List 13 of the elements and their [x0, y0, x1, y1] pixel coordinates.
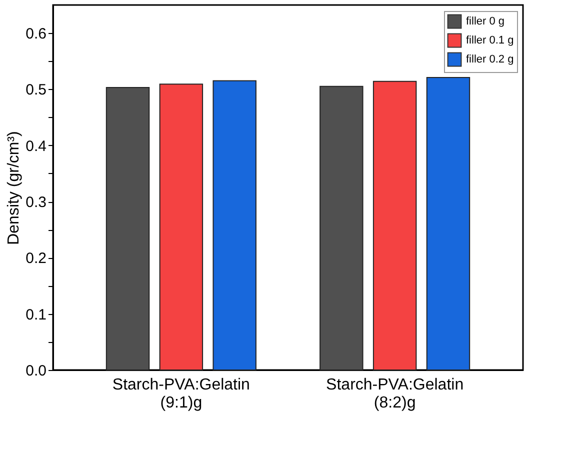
legend-label: filler 0.2 g: [466, 54, 514, 66]
y-tick-label: 0.6: [26, 26, 46, 43]
y-tick-label: 0.5: [26, 82, 46, 99]
y-tick-label: 0.4: [26, 138, 46, 155]
y-tick-label: 0.2: [26, 250, 46, 268]
legend-label: filler 0.1 g: [466, 34, 514, 46]
legend-label: filler 0 g: [466, 16, 505, 28]
y-axis-title: Density (gr/cm³): [6, 131, 23, 245]
y-tick-label: 0.0: [26, 362, 46, 380]
x-tick-label: Starch-PVA:Gelatin (8:2)g: [326, 376, 464, 412]
y-tick-label: 0.1: [26, 306, 46, 324]
x-tick-label: Starch-PVA:Gelatin (9:1)g: [112, 376, 250, 412]
y-tick-label: 0.3: [26, 194, 46, 212]
